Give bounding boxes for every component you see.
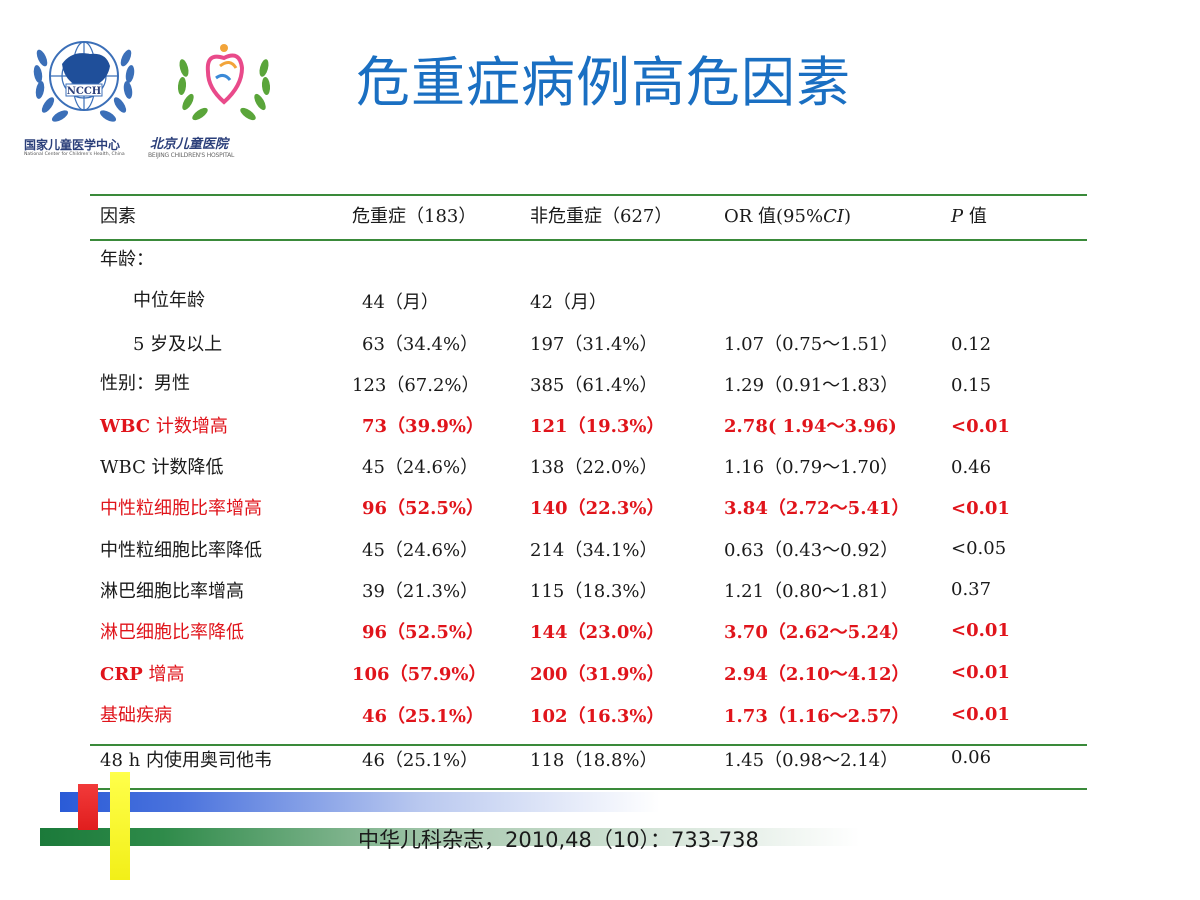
- ncch-name-en: National Center for Children's Health, C…: [24, 152, 125, 157]
- row-underlying-p: <0.01: [951, 704, 1010, 725]
- row-crp-up-p: <0.01: [951, 662, 1010, 683]
- decorative-red-bar: [78, 784, 98, 830]
- row-lymph-up-p: 0.37: [951, 579, 992, 600]
- row-wbc-up-p: <0.01: [951, 416, 1010, 437]
- row-lymph-up-non-critical: 115（18.3%）: [530, 581, 658, 602]
- row-neut-up-critical: 96（52.5%）: [362, 498, 484, 519]
- row-wbc-up-factor: WBC 计数增高: [100, 416, 228, 438]
- row-oseltamivir-factor: 48 h 内使用奥司他韦: [100, 750, 272, 771]
- row-wbc-down-critical: 45（24.6%）: [362, 457, 479, 478]
- header-p-italic: P: [951, 206, 964, 227]
- header-critical: 危重症（183）: [352, 206, 477, 227]
- row-wbc-down-non-critical: 138（22.0%）: [530, 457, 658, 478]
- row-wbc-down-or: 1.16（0.79～1.70）: [724, 457, 899, 478]
- row-oseltamivir-critical: 46（25.1%）: [362, 750, 479, 771]
- page-title: 危重症病例高危因素: [356, 51, 851, 114]
- row-male-non-critical: 385（61.4%）: [530, 375, 658, 396]
- row-male-or: 1.29（0.91～1.83）: [724, 375, 899, 396]
- row-wbc-down-p: 0.46: [951, 457, 992, 478]
- ncch-emblem-icon: NCCH: [33, 41, 135, 122]
- row-age-factor: 年龄：: [100, 249, 154, 270]
- row-neut-up-p: <0.01: [951, 498, 1010, 519]
- row-median-age-factor: 中位年龄: [133, 290, 205, 311]
- header-p-suffix: 值: [963, 206, 987, 227]
- header-p: P 值: [951, 206, 987, 228]
- ncch-emblem-text: NCCH: [67, 86, 102, 97]
- header-non-critical: 非危重症（627）: [530, 206, 673, 227]
- row-crp-up-or: 2.94（2.10～4.12）: [724, 664, 910, 685]
- row-crp-up-critical: 106（57.9%）: [352, 664, 487, 685]
- header-or-ci: CI: [823, 206, 844, 227]
- row-wbc-up-non-critical: 121（19.3%）: [530, 416, 665, 437]
- row-oseltamivir-or: 1.45（0.98～2.14）: [724, 750, 899, 771]
- row-neut-down-p: <0.05: [951, 538, 1007, 559]
- row-over5-critical: 63（34.4%）: [362, 334, 479, 355]
- row-wbc-up-critical: 73（39.9%）: [362, 416, 484, 437]
- row-crp-up-factor-abbr: CRP: [100, 664, 143, 685]
- row-underlying-non-critical: 102（16.3%）: [530, 706, 665, 727]
- row-lymph-down-non-critical: 144（23.0%）: [530, 622, 665, 643]
- row-male-critical: 123（67.2%）: [352, 375, 480, 396]
- row-crp-up-factor-text: 增高: [142, 664, 185, 685]
- table-header-rule: [90, 239, 1087, 241]
- row-underlying-critical: 46（25.1%）: [362, 706, 484, 727]
- bch-logo-icon: [177, 44, 271, 121]
- row-lymph-down-critical: 96（52.5%）: [362, 622, 484, 643]
- header-or-prefix: OR 值(95%: [724, 206, 824, 227]
- decorative-yellow-bar: [110, 772, 130, 880]
- row-neut-up-factor: 中性粒细胞比率增高: [100, 498, 262, 519]
- row-lymph-up-critical: 39（21.3%）: [362, 581, 479, 602]
- row-median-age-critical: 44（月）: [362, 292, 439, 313]
- row-wbc-up-factor-abbr: WBC: [100, 416, 151, 437]
- bch-name-en: BEIJING CHILDREN'S HOSPITAL: [148, 152, 235, 159]
- row-male-factor: 性别：男性: [100, 373, 190, 394]
- decorative-green-bar: [40, 828, 860, 846]
- ncch-name-cn: 国家儿童医学中心: [24, 138, 121, 152]
- row-neut-down-or: 0.63（0.43～0.92）: [724, 540, 899, 561]
- row-lymph-down-or: 3.70（2.62～5.24）: [724, 622, 910, 643]
- bch-name-cn: 北京儿童医院: [150, 137, 229, 152]
- row-neut-up-non-critical: 140（22.3%）: [530, 498, 665, 519]
- row-underlying-or: 1.73（1.16～2.57）: [724, 706, 910, 727]
- row-oseltamivir-p: 0.06: [951, 747, 992, 768]
- row-lymph-down-factor: 淋巴细胞比率降低: [100, 622, 244, 643]
- row-oseltamivir-non-critical: 118（18.8%）: [530, 750, 658, 771]
- header-or-suffix: ): [843, 206, 851, 227]
- header-or: OR 值(95%CI): [724, 206, 851, 228]
- row-neut-up-or: 3.84（2.72～5.41）: [724, 498, 910, 519]
- row-over5-factor: 5 岁及以上: [133, 334, 223, 355]
- decorative-blue-bar: [60, 792, 660, 812]
- row-male-p: 0.15: [951, 375, 992, 396]
- citation: 中华儿科杂志，2010,48（10）：733-738: [358, 828, 759, 852]
- row-neut-down-critical: 45（24.6%）: [362, 540, 479, 561]
- header-factor: 因素: [100, 206, 136, 227]
- row-over5-or: 1.07（0.75～1.51）: [724, 334, 899, 355]
- logo-area: NCCH 国家儿童医学中心 National Center for Childr…: [22, 28, 282, 168]
- row-underlying-factor: 基础疾病: [100, 705, 172, 726]
- row-wbc-up-factor-text: 计数增高: [150, 416, 228, 437]
- row-neut-down-factor: 中性粒细胞比率降低: [100, 540, 262, 561]
- table-bottom-rule: [90, 788, 1087, 790]
- row-lymph-up-or: 1.21（0.80～1.81）: [724, 581, 899, 602]
- row-over5-non-critical: 197（31.4%）: [530, 334, 658, 355]
- row-wbc-up-or: 2.78( 1.94～3.96): [724, 416, 897, 437]
- row-lymph-up-factor: 淋巴细胞比率增高: [100, 581, 244, 602]
- row-neut-down-non-critical: 214（34.1%）: [530, 540, 658, 561]
- row-crp-up-factor: CRP 增高: [100, 664, 185, 686]
- table-last-row-rule: [90, 744, 1087, 746]
- row-over5-p: 0.12: [951, 334, 992, 355]
- row-median-age-non-critical: 42（月）: [530, 292, 607, 313]
- table-top-rule: [90, 194, 1087, 196]
- row-wbc-down-factor: WBC 计数降低: [100, 457, 224, 478]
- row-crp-up-non-critical: 200（31.9%）: [530, 664, 665, 685]
- row-lymph-down-p: <0.01: [951, 620, 1010, 641]
